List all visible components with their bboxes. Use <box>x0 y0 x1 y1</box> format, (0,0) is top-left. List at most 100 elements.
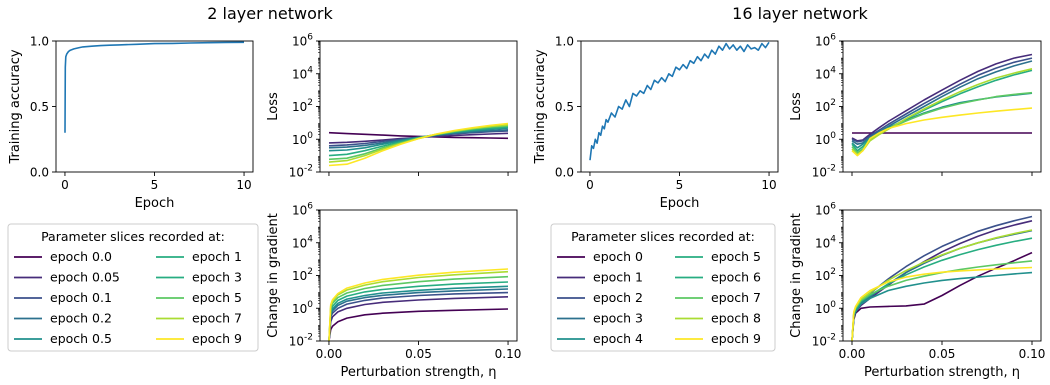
grad2-series-line-0 <box>328 308 509 341</box>
loss2-y-tick-label-0: 10-2 <box>289 164 313 180</box>
loss2-series-line-0 <box>328 131 509 140</box>
acc2-x-axis-label: Epoch <box>135 196 175 211</box>
acc16-y-tick-label-1: 0.5 <box>555 100 574 114</box>
left-figure-title: 2 layer network <box>207 4 333 23</box>
loss2-series-line-8 <box>328 122 509 167</box>
legend2-entry-label: epoch 7 <box>192 311 242 326</box>
panel-acc2: 0 5 10 0.0 0.5 1.0 Epoch Training accuracy <box>8 35 254 211</box>
panel-loss2: 10-2 100 102 104 106 Loss <box>266 33 518 180</box>
grad16-axes-frame <box>842 209 1042 342</box>
grad16-y-tick-label-1: 100 <box>815 300 836 316</box>
acc2-x-tick-label-1: 5 <box>151 178 159 192</box>
loss16-y-axis-label: Loss <box>789 92 804 121</box>
loss16-series-line-7 <box>851 68 1033 156</box>
legend16-entry-label: epoch 4 <box>593 331 643 346</box>
acc2-y-axis-label: Training accuracy <box>8 49 23 164</box>
grad2-x-tick-label-0: 0.00 <box>316 347 343 361</box>
grad16-x-tick-label-0: 0.00 <box>839 347 866 361</box>
grad16-y-tick-label-4: 106 <box>815 202 836 218</box>
legend2-entry-label: epoch 0.1 <box>50 290 112 305</box>
grad16-series-line-4 <box>851 271 1033 341</box>
series-group <box>851 215 1033 341</box>
grad2-x-tick-label-2: 0.10 <box>495 347 522 361</box>
grad16-y-tick-label-2: 102 <box>815 267 836 283</box>
loss16-series-line-8 <box>851 107 1033 157</box>
loss2-y-tick-label-1: 100 <box>292 131 313 147</box>
grad2-y-axis-label: Change in gradient <box>266 213 281 338</box>
legend16-entry-label: epoch 9 <box>711 331 761 346</box>
grad2-series-line-2 <box>328 291 509 341</box>
acc2-axes-frame <box>55 40 254 173</box>
grad2-series-line-5 <box>328 281 509 341</box>
acc16-x-tick-label-2: 10 <box>761 178 776 192</box>
grad16-y-tick-label-0: 10-2 <box>812 333 836 349</box>
legend16-entry-label: epoch 8 <box>711 311 761 326</box>
grad16-y-tick-label-3: 104 <box>815 234 836 250</box>
acc16-x-tick-label-0: 0 <box>586 178 594 192</box>
grad2-y-tick-label-4: 106 <box>292 202 313 218</box>
legend2-entry-label: epoch 5 <box>192 290 242 305</box>
acc2-y-tick-label-2: 1.0 <box>30 35 49 49</box>
loss16-series-line-1 <box>851 53 1033 142</box>
legend2-frame <box>7 223 259 352</box>
legend2-title: Parameter slices recorded at: <box>41 229 225 244</box>
loss2-y-tick-label-3: 104 <box>292 65 313 81</box>
grad16-x-tick-label-2: 0.10 <box>1019 347 1046 361</box>
grad2-x-axis-label: Perturbation strength, η <box>341 365 497 380</box>
legend16-title: Parameter slices recorded at: <box>571 229 755 244</box>
acc2-series-line-0 <box>64 41 245 133</box>
acc16-y-tick-label-0: 0.0 <box>555 166 574 180</box>
acc2-y-tick-label-0: 0.0 <box>30 166 49 180</box>
series-group <box>589 41 770 161</box>
legend16-entry-label: epoch 0 <box>593 249 643 264</box>
legend16-entry-label: epoch 6 <box>711 270 761 285</box>
series-group <box>328 122 509 167</box>
grad16-y-axis-label: Change in gradient <box>789 213 804 338</box>
series-group <box>851 53 1033 157</box>
grad2-series-line-4 <box>328 285 509 341</box>
legend2-entry-label: epoch 0.2 <box>50 311 112 326</box>
grad16-x-tick-label-1: 0.05 <box>929 347 956 361</box>
legend2-entry-label: epoch 0.05 <box>50 270 120 285</box>
panel-grad16: 0.00 0.05 0.10 10-2 100 102 104 106 Perturbation… <box>789 202 1045 381</box>
grad2-y-tick-label-2: 102 <box>292 267 313 283</box>
grad2-y-tick-label-0: 10-2 <box>289 333 313 349</box>
acc16-y-axis-label: Training accuracy <box>533 49 548 164</box>
panel-acc16: 0 5 10 0.0 0.5 1.0 Epoch Training accuracy <box>533 35 779 211</box>
legend2-entry-label: epoch 0.5 <box>50 331 112 346</box>
loss16-y-tick-label-2: 102 <box>815 98 836 114</box>
legend-2-layer: Parameter slices recorded at: epoch 0.0 ep… <box>7 223 259 352</box>
legend-16-layer: Parameter slices recorded at: epoch 0 epoc… <box>550 223 776 352</box>
loss16-y-tick-label-0: 10-2 <box>812 164 836 180</box>
grad2-x-tick-label-1: 0.05 <box>405 347 432 361</box>
acc2-x-tick-label-2: 10 <box>236 178 251 192</box>
legend16-entry-label: epoch 7 <box>711 290 761 305</box>
loss16-series-line-3 <box>851 60 1033 145</box>
acc16-x-axis-label: Epoch <box>660 196 700 211</box>
grad16-x-axis-label: Perturbation strength, η <box>864 365 1020 380</box>
loss2-y-tick-label-4: 106 <box>292 33 313 49</box>
legend2-entry-label: epoch 1 <box>192 249 242 264</box>
legend16-entry-label: epoch 5 <box>711 249 761 264</box>
loss16-y-tick-label-3: 104 <box>815 65 836 81</box>
grad2-y-tick-label-3: 104 <box>292 234 313 250</box>
loss16-series-line-2 <box>851 57 1033 143</box>
grad2-y-tick-label-1: 100 <box>292 300 313 316</box>
grad2-series-line-1 <box>328 296 509 341</box>
legend2-entry-label: epoch 9 <box>192 331 242 346</box>
right-figure-title: 16 layer network <box>732 4 868 23</box>
acc16-axes-frame <box>580 40 779 173</box>
grad16-series-line-8 <box>851 266 1033 341</box>
loss2-axes-frame <box>319 40 518 173</box>
loss16-y-tick-label-4: 106 <box>815 33 836 49</box>
panel-grad2: 0.00 0.05 0.10 10-2 100 102 104 106 Perturbation… <box>266 202 521 381</box>
panel-loss16: 10-2 100 102 104 106 Loss <box>789 33 1042 180</box>
acc16-y-tick-label-2: 1.0 <box>555 35 574 49</box>
acc2-x-tick-label-0: 0 <box>61 178 69 192</box>
legend16-entry-label: epoch 3 <box>593 311 643 326</box>
acc16-x-tick-label-1: 5 <box>676 178 684 192</box>
grad2-series-line-8 <box>328 268 509 341</box>
legend16-frame <box>550 223 776 352</box>
series-group <box>64 41 245 133</box>
legend16-entry-label: epoch 2 <box>593 290 643 305</box>
